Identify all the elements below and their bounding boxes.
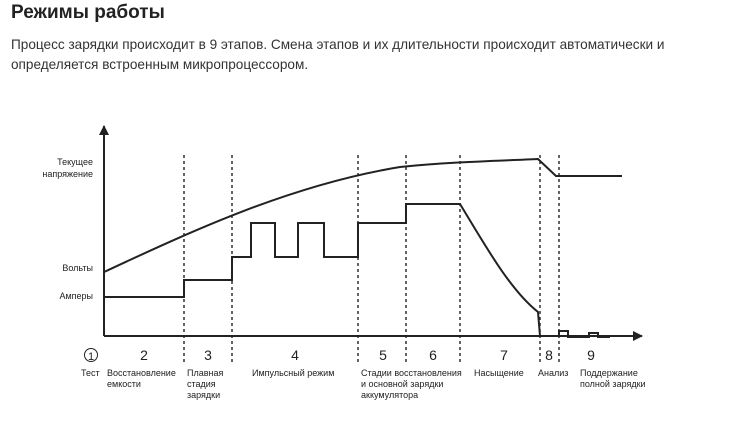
stage-label-4: Импульсный режим [252, 368, 334, 378]
stage-number-8: 8 [545, 347, 553, 363]
stage-label-1: Тест [81, 368, 100, 378]
stage-number-3: 3 [204, 347, 212, 363]
stage-number-4: 4 [291, 347, 299, 363]
voltage-curve [103, 157, 622, 273]
stage-label-7: Насыщение [474, 368, 524, 378]
stage-number-2: 2 [140, 347, 148, 363]
y-label-current-voltage-2: напряжение [42, 169, 93, 179]
stage-dividers [183, 155, 560, 365]
stage-number-5: 5 [379, 347, 387, 363]
y-label-current-voltage: Текущее [57, 157, 93, 167]
stage-number-1: 1 [88, 351, 94, 363]
stage-labels: Тест Восстановление емкости Плавная стад… [81, 368, 646, 400]
stage-label-9-line2: полной зарядки [580, 379, 646, 389]
stage-label-3-line1: Плавная [187, 368, 223, 378]
current-curve [104, 203, 610, 338]
stage-label-9-line1: Поддержание [580, 368, 638, 378]
stage-label-3-line3: зарядки [187, 390, 220, 400]
stage-numbers: 1 2 3 4 5 6 7 8 9 [84, 347, 595, 363]
stage-label-3-line2: стадия [187, 379, 216, 389]
page-title: Режимы работы [11, 2, 165, 23]
stage-label-5-line3: аккумулятора [361, 390, 418, 400]
stage-1-circle [84, 348, 98, 362]
stage-label-2-line1: Восстановление [107, 368, 176, 378]
intro-paragraph: Процесс зарядки происходит в 9 этапов. С… [11, 37, 665, 72]
stage-label-8: Анализ [538, 368, 568, 378]
stage-number-9: 9 [587, 347, 595, 363]
stage-label-2-line2: емкости [107, 379, 141, 389]
stage-label-5-line1: Стадии восстановления [361, 368, 462, 378]
y-label-volts: Вольты [62, 263, 93, 273]
stage-number-6: 6 [429, 347, 437, 363]
y-label-amps: Амперы [59, 291, 93, 301]
stage-label-5-line2: и основной зарядки [361, 379, 443, 389]
stage-number-7: 7 [500, 347, 508, 363]
